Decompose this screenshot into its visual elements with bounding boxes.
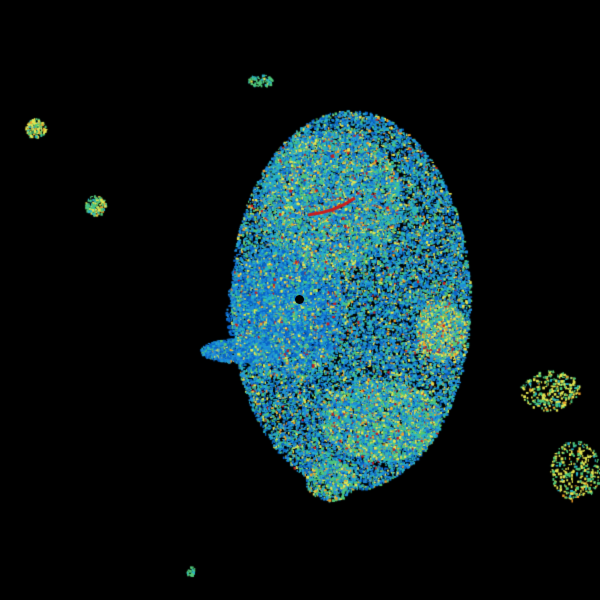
radar-site-marker: [295, 295, 304, 304]
